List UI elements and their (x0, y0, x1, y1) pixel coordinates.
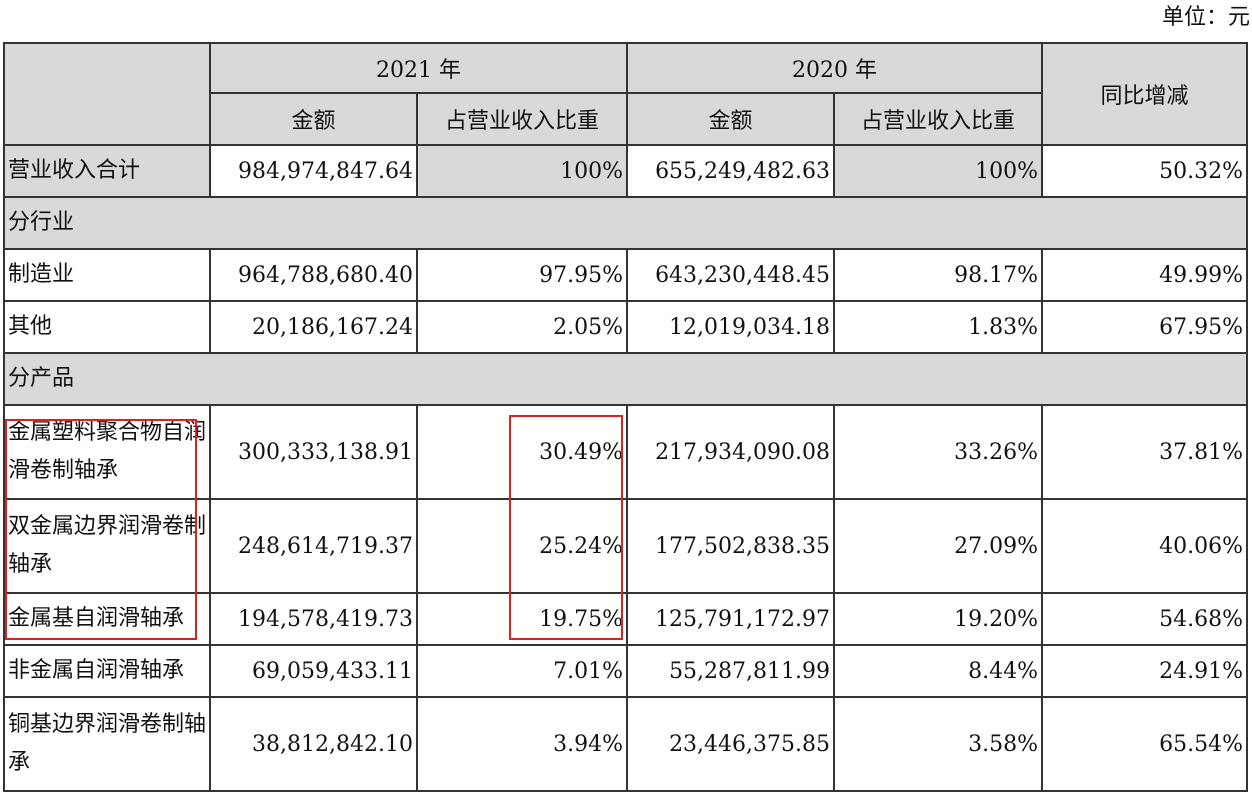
yoy-cell: 40.06% (1041, 498, 1249, 594)
total-row: 营业收入合计 984,974,847.64 100% 655,249,482.6… (3, 144, 1249, 198)
ratio-2021-cell: 7.01% (415, 644, 629, 698)
ratio-2020-cell: 100% (833, 144, 1044, 198)
ratio-2021-cell: 19.75% (415, 592, 629, 646)
row-label: 金属基自润滑轴承 (3, 592, 211, 646)
table-row: 铜基边界润滑卷制轴承 38,812,842.10 3.94% 23,446,37… (3, 696, 1249, 792)
ratio-2020-cell: 33.26% (833, 404, 1044, 500)
yoy-cell: 37.81% (1041, 404, 1249, 500)
amount-2020-cell: 655,249,482.63 (626, 144, 836, 198)
ratio-2021-cell: 2.05% (415, 300, 629, 354)
ratio-2020-cell: 3.58% (833, 696, 1044, 792)
row-label: 双金属边界润滑卷制轴承 (3, 498, 211, 594)
header-ratio-2020: 占营业收入比重 (833, 92, 1044, 146)
row-label: 铜基边界润滑卷制轴承 (3, 696, 211, 792)
table-row: 双金属边界润滑卷制轴承 248,614,719.37 25.24% 177,50… (3, 498, 1249, 594)
amount-2021-cell: 984,974,847.64 (209, 144, 418, 198)
section-label: 分行业 (2, 196, 1249, 250)
row-label: 金属塑料聚合物自润滑卷制轴承 (3, 404, 211, 500)
ratio-2021-cell: 97.95% (415, 248, 629, 302)
amount-2020-cell: 12,019,034.18 (626, 300, 836, 354)
section-label: 分产品 (2, 352, 1249, 406)
row-label: 营业收入合计 (3, 144, 211, 198)
amount-2020-cell: 23,446,375.85 (626, 696, 836, 792)
header-year-2021: 2021 年 (208, 42, 629, 94)
yoy-cell: 65.54% (1041, 696, 1249, 792)
amount-2020-cell: 125,791,172.97 (626, 592, 836, 646)
section-row-industry: 分行业 (2, 196, 1249, 250)
revenue-table: 2021 年 2020 年 同比增减 金额 占营业收入比重 金额 占营业收入比重… (2, 42, 1249, 792)
header-ratio-2021: 占营业收入比重 (415, 92, 629, 146)
amount-2020-cell: 55,287,811.99 (626, 644, 836, 698)
amount-2020-cell: 177,502,838.35 (626, 498, 836, 594)
table-row: 金属塑料聚合物自润滑卷制轴承 300,333,138.91 30.49% 217… (3, 404, 1249, 500)
ratio-2020-cell: 8.44% (833, 644, 1044, 698)
row-label: 非金属自润滑轴承 (3, 644, 211, 698)
ratio-2020-cell: 98.17% (833, 248, 1044, 302)
header-amount-2021: 金额 (209, 92, 418, 146)
header-corner-cell (3, 42, 211, 146)
amount-2021-cell: 248,614,719.37 (209, 498, 418, 594)
header-row-columns: 金额 占营业收入比重 金额 占营业收入比重 (4, 92, 1247, 146)
ratio-2021-cell: 100% (415, 144, 629, 198)
amount-2021-cell: 300,333,138.91 (209, 404, 418, 500)
row-label: 其他 (3, 300, 211, 354)
ratio-2021-cell: 25.24% (415, 498, 629, 594)
amount-2021-cell: 20,186,167.24 (209, 300, 418, 354)
amount-2020-cell: 217,934,090.08 (626, 404, 836, 500)
unit-label: 单位：元 (1161, 5, 1250, 30)
amount-2020-cell: 643,230,448.45 (626, 248, 836, 302)
ratio-2021-cell: 3.94% (415, 696, 629, 792)
header-row-years: 2021 年 2020 年 同比增减 (3, 42, 1249, 146)
yoy-cell: 67.95% (1041, 300, 1249, 354)
yoy-cell: 54.68% (1041, 592, 1249, 646)
table-row: 其他 20,186,167.24 2.05% 12,019,034.18 1.8… (3, 300, 1249, 354)
ratio-2020-cell: 27.09% (833, 498, 1044, 594)
ratio-2020-cell: 19.20% (833, 592, 1044, 646)
yoy-cell: 50.32% (1041, 144, 1249, 198)
amount-2021-cell: 964,788,680.40 (209, 248, 418, 302)
amount-2021-cell: 38,812,842.10 (209, 696, 418, 792)
table-row: 非金属自润滑轴承 69,059,433.11 7.01% 55,287,811.… (3, 644, 1249, 698)
yoy-cell: 49.99% (1041, 248, 1249, 302)
table-row: 制造业 964,788,680.40 97.95% 643,230,448.45… (3, 248, 1249, 302)
ratio-2020-cell: 1.83% (833, 300, 1044, 354)
table-row: 金属基自润滑轴承 194,578,419.73 19.75% 125,791,1… (3, 592, 1249, 646)
row-label: 制造业 (3, 248, 211, 302)
amount-2021-cell: 69,059,433.11 (209, 644, 418, 698)
header-yoy: 同比增减 (1041, 42, 1249, 146)
yoy-cell: 24.91% (1041, 644, 1249, 698)
ratio-2021-cell: 30.49% (415, 404, 629, 500)
section-row-product: 分产品 (2, 352, 1249, 406)
amount-2021-cell: 194,578,419.73 (209, 592, 418, 646)
header-year-2020: 2020 年 (626, 42, 1044, 94)
header-amount-2020: 金额 (626, 92, 836, 146)
